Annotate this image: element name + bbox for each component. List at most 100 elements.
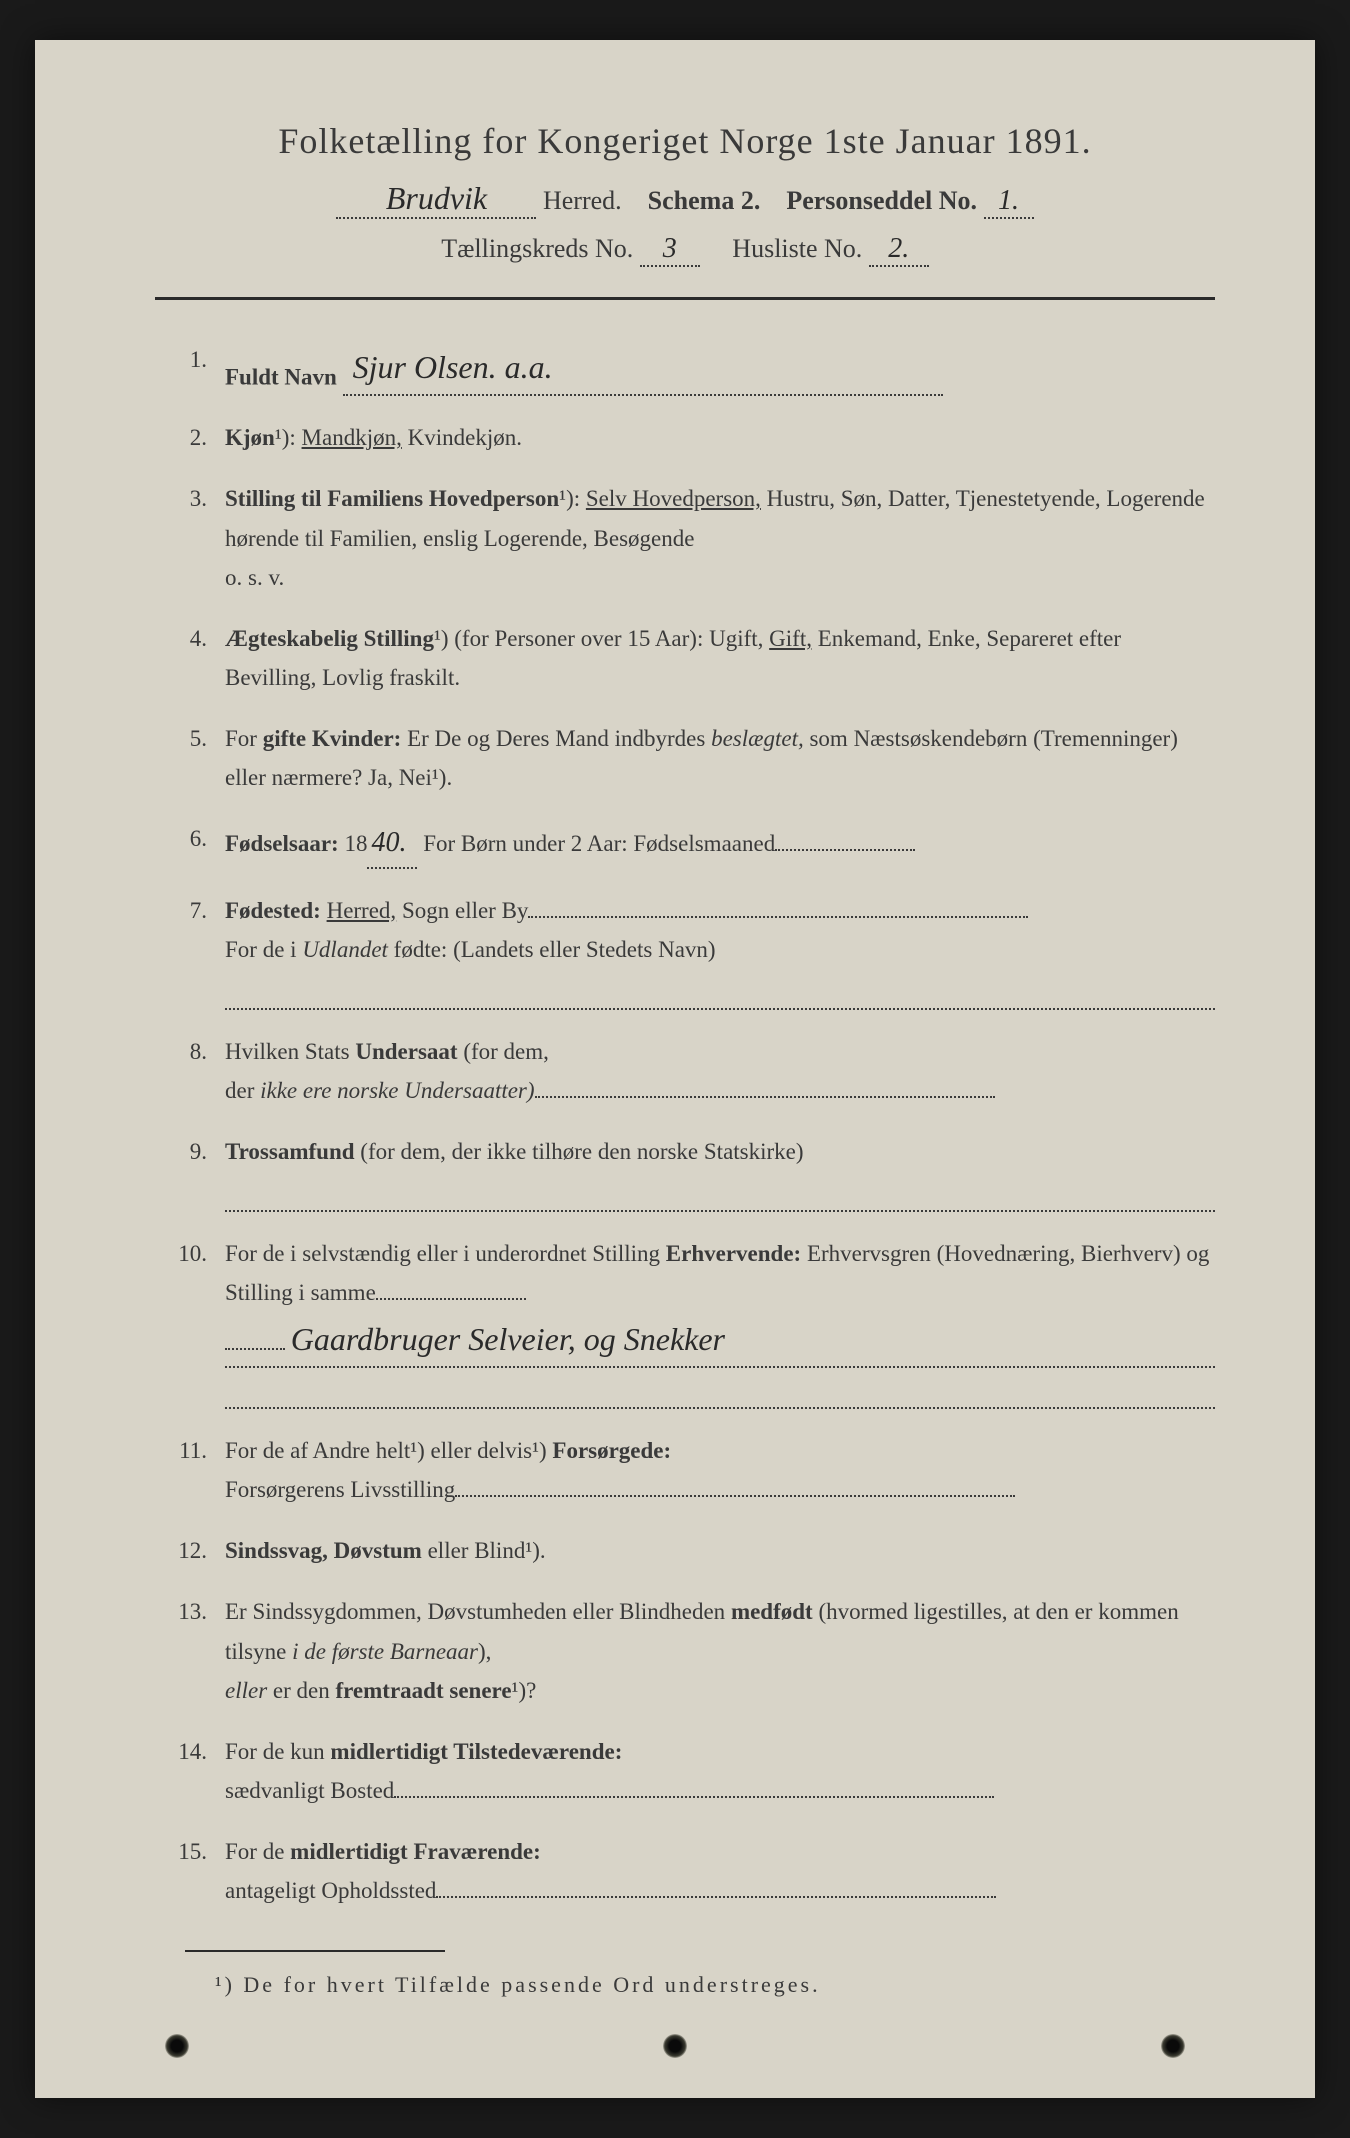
sup: ¹) [275, 425, 290, 450]
entry-num: 3. [175, 479, 225, 596]
blank-line [535, 1096, 995, 1098]
blank-line [455, 1495, 1015, 1497]
field-label: medfødt [731, 1599, 813, 1624]
field-label: Stilling til Familiens Hovedperson [225, 486, 559, 511]
entry-8: 8. Hvilken Stats Undersaat (for dem, der… [175, 1032, 1215, 1110]
entry-num: 10. [175, 1234, 225, 1409]
field-label: Erhvervende: [666, 1241, 801, 1266]
entry-body: For gifte Kvinder: Er De og Deres Mand i… [225, 719, 1215, 797]
occupation-value: Gaardbruger Selveier, og Snekker [291, 1321, 725, 1357]
field-label: gifte Kvinder: [263, 726, 402, 751]
entry-body: Ægteskabelig Stilling¹) (for Personer ov… [225, 619, 1215, 697]
entry-num: 6. [175, 819, 225, 869]
entry-num: 12. [175, 1531, 225, 1570]
husliste-no: 2. [869, 233, 929, 267]
selected-option: Herred, [327, 898, 397, 923]
entry-body: For de midlertidigt Fraværende: antageli… [225, 1832, 1215, 1910]
binding-hole-icon [165, 2034, 189, 2058]
blank-line [528, 916, 1028, 918]
schema-label: Schema 2. [648, 186, 761, 215]
entry-num: 11. [175, 1431, 225, 1509]
occupation-line: Gaardbruger Selveier, og Snekker [225, 1312, 1215, 1368]
entry-num: 5. [175, 719, 225, 797]
main-title: Folketælling for Kongeriget Norge 1ste J… [155, 120, 1215, 162]
header-divider [155, 297, 1215, 300]
entry-num: 2. [175, 418, 225, 457]
entry-12: 12. Sindssvag, Døvstum eller Blind¹). [175, 1531, 1215, 1570]
entry-body: Stilling til Familiens Hovedperson¹): Se… [225, 479, 1215, 596]
entry-num: 1. [175, 340, 225, 396]
header-line-1: Brudvik Herred. Schema 2. Personseddel N… [155, 180, 1215, 219]
field-label: Undersaat [355, 1039, 457, 1064]
entry-line2: eller er den fremtraadt senere¹)? [225, 1671, 1215, 1710]
blank-line [225, 973, 1215, 1010]
entry-1: 1. Fuldt Navn Sjur Olsen. a.a. [175, 340, 1215, 396]
blank-line [436, 1896, 996, 1898]
entry-body: For de af Andre helt¹) eller delvis¹) Fo… [225, 1431, 1215, 1509]
field-label: Forsørgede: [552, 1438, 671, 1463]
blank-line [225, 1372, 1215, 1409]
selected-option: Gift, [769, 626, 812, 651]
entry-14: 14. For de kun midlertidigt Tilstedevære… [175, 1732, 1215, 1810]
field-label: Ægteskabelig Stilling [225, 626, 434, 651]
entry-4: 4. Ægteskabelig Stilling¹) (for Personer… [175, 619, 1215, 697]
entry-num: 8. [175, 1032, 225, 1110]
birth-year: 40. [367, 819, 417, 869]
field-label: Trossamfund [225, 1139, 355, 1164]
selected-option: Mandkjøn, [302, 425, 402, 450]
census-form-page: Folketælling for Kongeriget Norge 1ste J… [35, 40, 1315, 2098]
husliste-label: Husliste No. [732, 234, 862, 263]
herred-value: Brudvik [336, 180, 536, 219]
entry-num: 14. [175, 1732, 225, 1810]
entry-num: 13. [175, 1592, 225, 1709]
entry-7: 7. Fødested: Herred, Sogn eller By For d… [175, 891, 1215, 1010]
entry-10: 10. For de i selvstændig eller i underor… [175, 1234, 1215, 1409]
entry-body: Sindssvag, Døvstum eller Blind¹). [225, 1531, 1215, 1570]
blank-line [775, 849, 915, 851]
field-label: midlertidigt Fraværende: [290, 1839, 541, 1864]
field-label: Fødested: [225, 898, 321, 923]
entry-5: 5. For gifte Kvinder: Er De og Deres Man… [175, 719, 1215, 797]
binding-hole-icon [1161, 2034, 1185, 2058]
blank-line [394, 1796, 994, 1798]
field-label: midlertidigt Tilstedeværende: [330, 1739, 622, 1764]
entry-num: 4. [175, 619, 225, 697]
personseddel-no: 1. [984, 185, 1034, 219]
blank-line [225, 1175, 1215, 1212]
entry-3: 3. Stilling til Familiens Hovedperson¹):… [175, 479, 1215, 596]
entry-6: 6. Fødselsaar: 1840. For Børn under 2 Aa… [175, 819, 1215, 869]
entry-body: Fødested: Herred, Sogn eller By For de i… [225, 891, 1215, 1010]
name-value: Sjur Olsen. a.a. [343, 340, 943, 396]
entry-line2: sædvanligt Bosted [225, 1771, 1215, 1810]
footnote-text: ¹) De for hvert Tilfælde passende Ord un… [155, 1972, 1215, 1998]
selected-option: Selv Hovedperson, [586, 486, 761, 511]
header-line-2: Tællingskreds No. 3 Husliste No. 2. [155, 233, 1215, 267]
entry-2: 2. Kjøn¹): Mandkjøn, Kvindekjøn. [175, 418, 1215, 457]
entry-body: For de kun midlertidigt Tilstedeværende:… [225, 1732, 1215, 1810]
taellingskreds-label: Tællingskreds No. [441, 234, 633, 263]
entry-13: 13. Er Sindssygdommen, Døvstumheden elle… [175, 1592, 1215, 1709]
herred-label: Herred. [543, 186, 622, 215]
field-label: Fødselsaar: [225, 831, 339, 856]
entry-15: 15. For de midlertidigt Fraværende: anta… [175, 1832, 1215, 1910]
binding-hole-icon [663, 2034, 687, 2058]
footnote-divider [185, 1950, 445, 1952]
blank-line [376, 1298, 526, 1300]
entry-num: 7. [175, 891, 225, 1010]
taellingskreds-no: 3 [640, 233, 700, 267]
entry-line2: Forsørgerens Livsstilling [225, 1470, 1215, 1509]
field-label: Sindssvag, Døvstum [225, 1538, 422, 1563]
entry-body: Fuldt Navn Sjur Olsen. a.a. [225, 340, 1215, 396]
entry-continuation: o. s. v. [225, 558, 1215, 597]
entry-body: Trossamfund (for dem, der ikke tilhøre d… [225, 1132, 1215, 1212]
field-label: Kjøn [225, 425, 275, 450]
entry-body: Er Sindssygdommen, Døvstumheden eller Bl… [225, 1592, 1215, 1709]
entry-11: 11. For de af Andre helt¹) eller delvis¹… [175, 1431, 1215, 1509]
entry-line2: For de i Udlandet fødte: (Landets eller … [225, 930, 1215, 969]
entries-list: 1. Fuldt Navn Sjur Olsen. a.a. 2. Kjøn¹)… [155, 340, 1215, 1910]
entry-num: 9. [175, 1132, 225, 1212]
entry-body: For de i selvstændig eller i underordnet… [225, 1234, 1215, 1409]
entry-num: 15. [175, 1832, 225, 1910]
personseddel-label: Personseddel No. [786, 186, 977, 215]
field-label: Fuldt Navn [225, 364, 337, 389]
